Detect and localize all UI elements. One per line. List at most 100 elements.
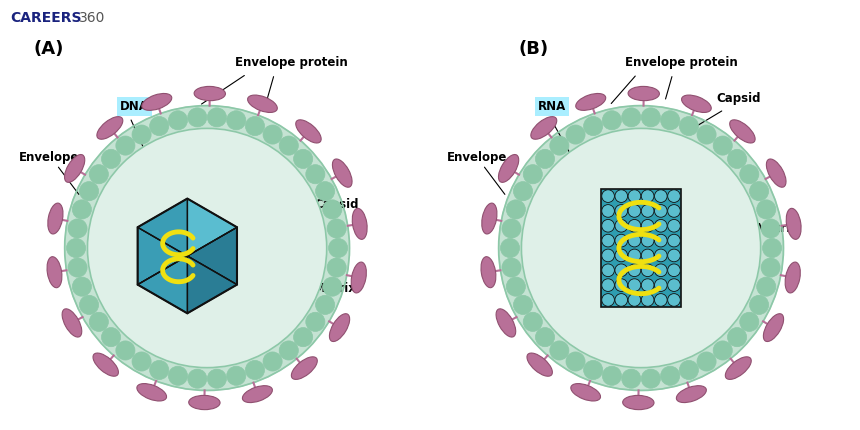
Circle shape xyxy=(763,239,782,258)
Circle shape xyxy=(263,125,282,144)
Circle shape xyxy=(66,239,86,258)
Ellipse shape xyxy=(575,93,605,111)
Circle shape xyxy=(728,328,746,347)
Circle shape xyxy=(245,360,265,380)
Circle shape xyxy=(654,279,667,292)
Circle shape xyxy=(566,125,585,144)
Ellipse shape xyxy=(188,396,220,410)
Circle shape xyxy=(622,369,641,388)
Circle shape xyxy=(628,279,641,292)
Circle shape xyxy=(327,258,347,277)
Circle shape xyxy=(507,277,525,296)
Circle shape xyxy=(750,295,769,314)
Circle shape xyxy=(79,181,99,201)
Circle shape xyxy=(132,352,151,371)
Circle shape xyxy=(628,234,641,247)
Circle shape xyxy=(306,312,325,332)
Circle shape xyxy=(642,279,654,292)
Circle shape xyxy=(602,234,614,247)
Circle shape xyxy=(642,205,654,217)
Circle shape xyxy=(513,295,532,314)
Circle shape xyxy=(713,136,733,155)
Ellipse shape xyxy=(682,95,711,113)
Polygon shape xyxy=(187,256,237,313)
Circle shape xyxy=(697,352,716,371)
Circle shape xyxy=(654,264,667,276)
Circle shape xyxy=(68,258,87,277)
Circle shape xyxy=(116,341,135,360)
Text: Capsid: Capsid xyxy=(716,92,761,104)
Ellipse shape xyxy=(766,159,786,187)
Circle shape xyxy=(642,234,654,247)
Circle shape xyxy=(293,149,313,169)
Ellipse shape xyxy=(764,314,783,341)
Circle shape xyxy=(521,129,761,368)
Ellipse shape xyxy=(786,209,802,240)
Circle shape xyxy=(628,190,641,203)
Circle shape xyxy=(654,219,667,232)
Circle shape xyxy=(628,249,641,262)
Ellipse shape xyxy=(482,203,497,234)
Ellipse shape xyxy=(97,117,123,139)
Text: CAREERS: CAREERS xyxy=(10,11,82,25)
Ellipse shape xyxy=(248,95,277,113)
Circle shape xyxy=(602,219,614,232)
Text: 360: 360 xyxy=(79,11,106,25)
Circle shape xyxy=(89,312,108,332)
Circle shape xyxy=(89,165,108,184)
Circle shape xyxy=(660,111,679,130)
Circle shape xyxy=(523,165,543,184)
Circle shape xyxy=(654,294,667,306)
Ellipse shape xyxy=(527,353,552,376)
Circle shape xyxy=(667,219,680,232)
Circle shape xyxy=(602,279,614,292)
Text: DNA: DNA xyxy=(120,100,149,113)
Ellipse shape xyxy=(481,257,496,288)
Circle shape xyxy=(513,181,532,201)
Circle shape xyxy=(667,234,680,247)
Circle shape xyxy=(329,239,347,258)
Circle shape xyxy=(642,264,654,276)
Ellipse shape xyxy=(329,314,350,341)
Circle shape xyxy=(187,108,207,127)
Circle shape xyxy=(761,219,780,238)
Ellipse shape xyxy=(676,386,706,402)
Circle shape xyxy=(227,111,246,130)
Circle shape xyxy=(293,328,313,347)
Circle shape xyxy=(322,200,342,219)
Ellipse shape xyxy=(729,120,755,143)
Circle shape xyxy=(88,129,327,368)
Circle shape xyxy=(697,125,716,144)
Circle shape xyxy=(667,264,680,276)
Ellipse shape xyxy=(48,203,63,234)
Ellipse shape xyxy=(333,159,352,187)
Circle shape xyxy=(280,136,298,155)
Circle shape xyxy=(667,294,680,306)
Circle shape xyxy=(507,200,525,219)
Circle shape xyxy=(501,239,519,258)
Circle shape xyxy=(316,181,335,201)
Circle shape xyxy=(615,234,628,247)
Circle shape xyxy=(602,264,614,276)
Polygon shape xyxy=(138,256,187,313)
Ellipse shape xyxy=(62,309,82,337)
Circle shape xyxy=(615,264,628,276)
Text: Envelope: Envelope xyxy=(447,151,507,164)
Circle shape xyxy=(728,149,746,169)
Circle shape xyxy=(72,277,91,296)
Ellipse shape xyxy=(64,154,85,182)
Circle shape xyxy=(615,294,628,306)
Polygon shape xyxy=(138,227,187,285)
Text: (B): (B) xyxy=(519,40,549,58)
Ellipse shape xyxy=(137,384,167,401)
Text: Envelope: Envelope xyxy=(19,151,80,164)
Circle shape xyxy=(602,249,614,262)
Circle shape xyxy=(64,106,349,390)
Circle shape xyxy=(602,190,614,203)
Ellipse shape xyxy=(531,117,556,139)
Circle shape xyxy=(584,360,603,380)
Circle shape xyxy=(667,279,680,292)
Circle shape xyxy=(132,125,151,144)
Circle shape xyxy=(150,360,169,380)
Circle shape xyxy=(740,312,759,332)
